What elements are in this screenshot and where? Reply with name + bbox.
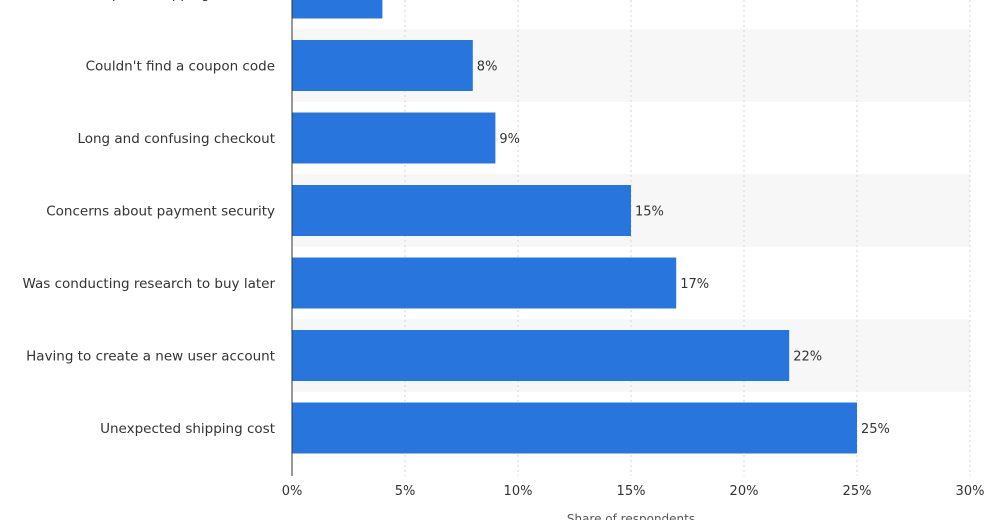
data-label: 15%	[635, 205, 664, 220]
data-labels: 4% 8% 9% 15% 17% 22% 25%	[386, 0, 890, 437]
x-tick-label: 25%	[843, 484, 872, 499]
x-tick-label: 0%	[282, 484, 303, 499]
x-tick-labels: 0% 5% 10% 15% 20% 25% 30%	[282, 484, 985, 499]
category-label: Couldn't find a coupon code	[86, 59, 275, 75]
bar	[292, 0, 383, 19]
bars	[292, 0, 857, 454]
category-labels: No express shipping available Couldn't fi…	[23, 0, 276, 437]
data-label: 17%	[680, 277, 709, 292]
category-label: No express shipping available	[73, 0, 275, 2]
data-label: 22%	[793, 350, 822, 365]
x-tick-label: 20%	[730, 484, 759, 499]
data-label: 4%	[386, 0, 407, 2]
bar	[292, 112, 496, 164]
category-label: Was conducting research to buy later	[23, 276, 276, 292]
category-label: Long and confusing checkout	[77, 131, 275, 147]
data-label: 8%	[477, 60, 498, 75]
category-label: Unexpected shipping cost	[100, 421, 275, 437]
bar	[292, 402, 857, 454]
x-axis-title: Share of respondents	[567, 512, 695, 520]
data-label: 9%	[499, 132, 520, 147]
category-label: Having to create a new user account	[26, 349, 275, 365]
bar	[292, 40, 473, 91]
x-tick-label: 10%	[504, 484, 533, 499]
category-label: Concerns about payment security	[46, 204, 275, 220]
x-tick-label: 30%	[956, 484, 985, 499]
bar	[292, 185, 631, 236]
data-label: 25%	[861, 422, 890, 437]
bar	[292, 257, 677, 309]
x-tick-label: 5%	[395, 484, 416, 499]
bar	[292, 330, 790, 381]
x-tick-label: 15%	[617, 484, 646, 499]
